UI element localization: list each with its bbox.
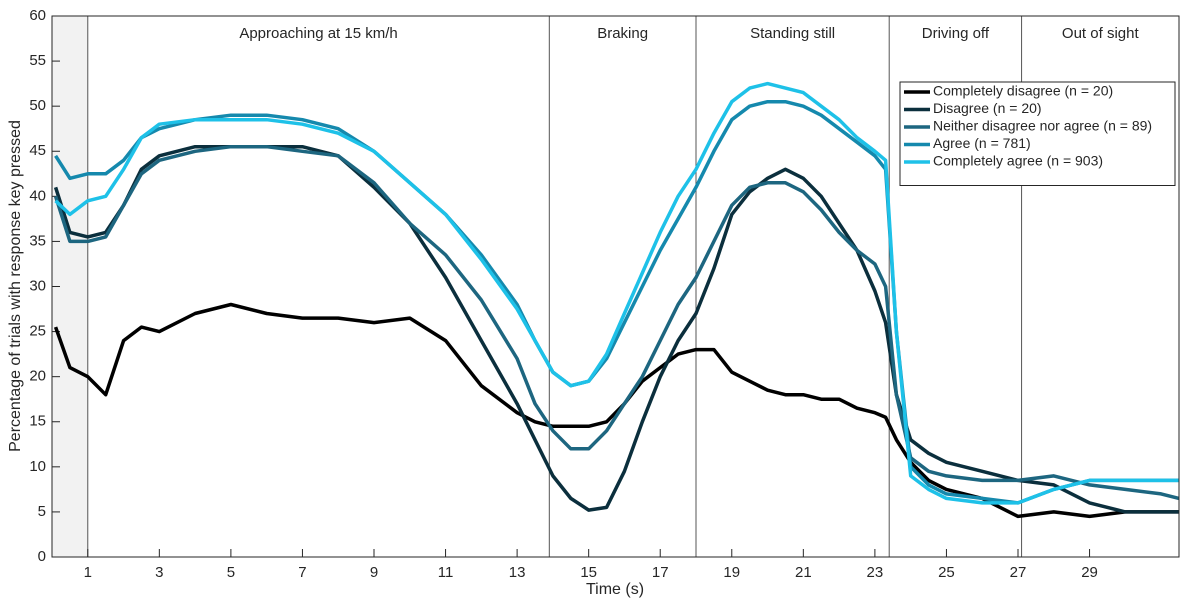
x-tick-label: 29	[1081, 564, 1098, 581]
x-tick-label: 11	[438, 564, 454, 581]
legend-label: Completely agree (n = 903)	[933, 153, 1103, 169]
y-tick-label: 55	[29, 52, 46, 69]
x-tick-label: 23	[867, 564, 884, 581]
y-tick-label: 40	[29, 187, 46, 204]
plot-frame	[51, 15, 1180, 558]
data-line	[53, 144, 1180, 501]
phase-label: Standing still	[750, 25, 835, 42]
y-tick-label: 45	[29, 142, 46, 159]
y-tick-label: 20	[29, 368, 46, 385]
legend-label: Agree (n = 781)	[933, 135, 1031, 151]
y-tick-label: 50	[29, 97, 46, 114]
x-tick-label: 3	[155, 564, 163, 581]
phase-label: Braking	[597, 25, 648, 42]
y-tick-label: 15	[29, 413, 46, 430]
y-tick-label: 60	[29, 7, 46, 24]
y-tick-label: 5	[38, 503, 46, 520]
data-line	[54, 81, 1179, 505]
x-tick-label: 7	[298, 564, 306, 581]
x-tick-label: 5	[227, 564, 235, 581]
legend-box	[899, 81, 1176, 186]
y-tick-label: 30	[29, 277, 46, 294]
x-tick-label: 13	[509, 564, 526, 581]
x-tick-label: 9	[370, 564, 378, 581]
x-tick-label: 25	[938, 564, 955, 581]
x-tick-label: 1	[84, 564, 92, 581]
y-tick-label: 10	[29, 458, 46, 475]
x-tick-label: 15	[580, 564, 597, 581]
phase-label: Driving off	[922, 25, 990, 42]
phase-label: Approaching at 15 km/h	[239, 25, 397, 42]
x-tick-label: 19	[723, 564, 740, 581]
x-tick-label: 21	[795, 564, 812, 581]
y-tick-label: 35	[29, 232, 46, 249]
legend-label: Completely disagree (n = 20)	[933, 83, 1113, 99]
data-line	[53, 302, 1179, 519]
phase-label: Out of sight	[1062, 25, 1140, 42]
x-tick-label: 27	[1010, 564, 1027, 581]
legend-label: Disagree (n = 20)	[933, 100, 1042, 116]
x-axis-label: Time (s)	[586, 581, 644, 598]
legend-label: Neither disagree nor agree (n = 89)	[933, 118, 1152, 134]
data-line	[54, 99, 1179, 505]
y-axis-label: Percentage of trials with response key p…	[7, 120, 24, 452]
y-tick-label: 25	[29, 323, 46, 340]
x-tick-label: 17	[652, 564, 669, 581]
y-tick-label: 0	[38, 548, 46, 565]
